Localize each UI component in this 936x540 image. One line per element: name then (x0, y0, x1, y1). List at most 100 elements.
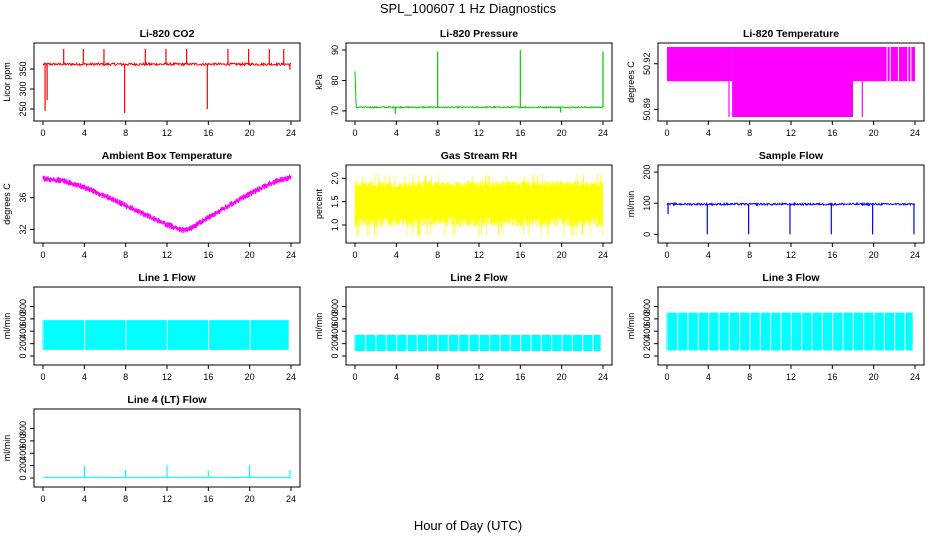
panel-ylabel: ml/min (314, 313, 324, 340)
panel-9: Line 4 (LT) Flow ml/min 0 4 8 12 16 20 24 0 200400… (2, 394, 301, 504)
panel-5: Sample Flow ml/min 0 4 8 12 16 20 24 0 100 200 (626, 150, 925, 260)
x-tick-label: 24 (286, 128, 296, 138)
y-tick-label: 250 (18, 101, 28, 116)
x-tick-label: 24 (286, 372, 296, 382)
figure-xlabel: Hour of Day (UTC) (413, 518, 523, 533)
x-tick-label: 12 (162, 372, 172, 382)
x-tick-label: 20 (245, 250, 255, 260)
y-tick-label: 0 (642, 232, 652, 237)
flow-band (531, 334, 541, 352)
panel-title: Li-820 CO2 (140, 28, 195, 40)
x-tick-label: 8 (747, 128, 752, 138)
y-tick-label: 200 (18, 458, 28, 473)
flow-band (771, 312, 781, 351)
flow-band (802, 312, 812, 351)
flow-band (85, 320, 126, 350)
flow-band (209, 320, 250, 350)
x-tick-label: 16 (203, 250, 213, 260)
y-tick-label: 32 (18, 224, 28, 234)
x-tick-label: 20 (557, 372, 567, 382)
flow-band (843, 312, 853, 351)
y-tick-label: 0 (330, 354, 340, 359)
x-tick-label: 8 (747, 372, 752, 382)
panel-title: Li-820 Temperature (743, 28, 839, 40)
x-tick-label: 12 (474, 250, 484, 260)
x-tick-label: 12 (786, 250, 796, 260)
x-tick-label: 12 (786, 128, 796, 138)
x-tick-label: 0 (352, 372, 357, 382)
panel-frame (33, 164, 301, 244)
panel-1: Li-820 Pressure kPa 0 4 8 12 16 20 24 70 80 90 (314, 28, 613, 138)
series-2 (667, 47, 915, 117)
y-tick-label: 600 (642, 311, 652, 326)
x-tick-label: 12 (162, 128, 172, 138)
x-tick-label: 24 (910, 128, 920, 138)
x-tick-label: 0 (40, 372, 45, 382)
flow-band (521, 334, 531, 352)
flow-band (895, 312, 905, 351)
series-6 (42, 320, 289, 350)
x-tick-label: 0 (40, 250, 45, 260)
series-line (42, 61, 292, 67)
x-tick-label: 8 (123, 494, 128, 504)
y-tick-label: 350 (18, 61, 28, 76)
y-tick-label: 90 (330, 45, 340, 55)
x-tick-label: 0 (40, 128, 45, 138)
x-tick-label: 0 (352, 128, 357, 138)
series-8 (666, 312, 913, 351)
flow-band (500, 334, 510, 352)
flow-band (126, 320, 167, 350)
flow-band (490, 334, 500, 352)
panel-ylabel: percent (314, 188, 324, 219)
x-tick-label: 0 (664, 128, 669, 138)
flow-band (407, 334, 417, 352)
x-tick-label: 12 (474, 372, 484, 382)
panel-6: Line 1 Flow ml/min 0 4 8 12 16 20 24 0 20040060080… (2, 272, 301, 382)
y-tick-label: 800 (330, 299, 340, 314)
x-tick-label: 20 (869, 128, 879, 138)
flow-band (428, 334, 438, 352)
flow-band (833, 312, 843, 351)
x-tick-label: 20 (245, 372, 255, 382)
temperature-band (884, 47, 915, 82)
flow-band (729, 312, 740, 351)
flow-band (397, 334, 407, 352)
x-tick-label: 4 (82, 372, 87, 382)
panel-7: Line 2 Flow ml/min 0 4 8 12 16 20 24 0 20040060080… (314, 272, 613, 382)
panel-ylabel: degrees C (2, 183, 12, 225)
x-tick-label: 4 (82, 250, 87, 260)
x-tick-label: 16 (515, 250, 525, 260)
panel-3: Ambient Box Temperature degrees C 0 4 8 12 16 2… (2, 150, 301, 260)
x-tick-label: 8 (123, 128, 128, 138)
flow-band (510, 334, 521, 352)
x-tick-label: 8 (123, 372, 128, 382)
y-tick-label: 400 (642, 324, 652, 339)
flow-band (376, 334, 386, 352)
y-tick-label: 800 (18, 421, 28, 436)
flow-band (355, 334, 366, 352)
x-tick-label: 16 (515, 372, 525, 382)
flow-band (760, 312, 771, 351)
x-tick-label: 24 (910, 250, 920, 260)
x-tick-label: 20 (245, 494, 255, 504)
panel-title: Sample Flow (759, 150, 824, 162)
y-tick-label: 600 (330, 311, 340, 326)
x-tick-label: 16 (203, 372, 213, 382)
series-4 (354, 173, 604, 238)
panel-ylabel: ml/min (2, 435, 12, 462)
flow-band (822, 312, 833, 351)
x-tick-label: 16 (827, 128, 837, 138)
flow-band (667, 312, 678, 351)
panel-title: Ambient Box Temperature (102, 150, 233, 162)
panel-ylabel: ml/min (626, 191, 636, 218)
temperature-band (667, 47, 733, 82)
x-tick-label: 4 (394, 372, 399, 382)
panel-ylabel: ml/min (2, 313, 12, 340)
x-tick-label: 0 (664, 372, 669, 382)
flow-band (791, 312, 802, 351)
y-tick-label: 50.89 (642, 98, 652, 121)
flow-band (709, 312, 719, 351)
temperature-band (853, 47, 884, 82)
flow-band (366, 334, 376, 352)
